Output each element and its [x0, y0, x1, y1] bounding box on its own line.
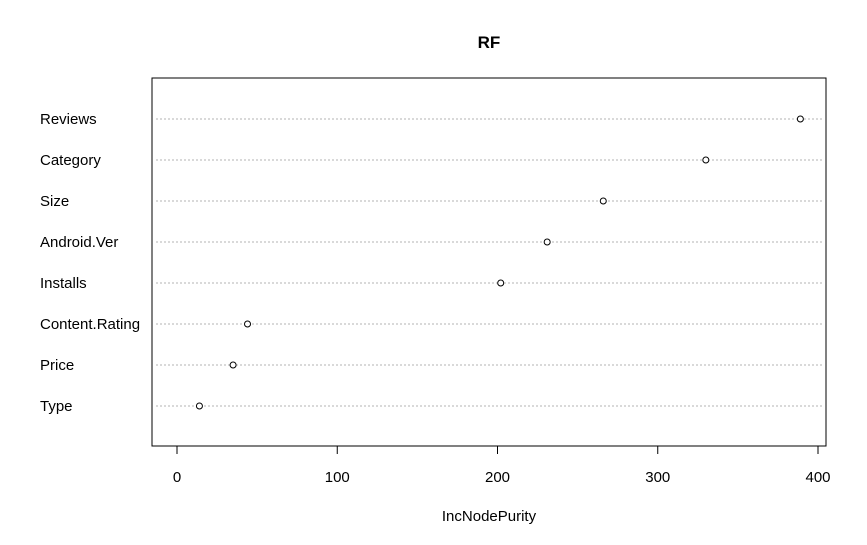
category-label-installs: Installs	[40, 275, 87, 292]
category-label-content-rating: Content.Rating	[40, 316, 140, 333]
data-points	[195, 115, 804, 410]
data-point-size	[599, 197, 607, 205]
category-label-android-ver: Android.Ver	[40, 234, 118, 251]
grid-lines	[156, 118, 824, 407]
category-labels: Reviews Category Size Android.Ver Installs Co…	[40, 111, 140, 415]
x-tick-label-400: 400	[805, 469, 830, 486]
chart-title: RF	[478, 33, 501, 52]
category-label-size: Size	[40, 193, 69, 210]
category-label-type: Type	[40, 398, 73, 415]
x-tick-label-100: 100	[325, 469, 350, 486]
x-tick-label-300: 300	[645, 469, 670, 486]
plot-frame	[151, 77, 827, 447]
data-point-android-ver	[543, 238, 551, 246]
x-axis-label: IncNodePurity	[442, 508, 537, 525]
x-axis: 0 100 200 300 400	[173, 445, 831, 486]
x-tick-label-200: 200	[485, 469, 510, 486]
data-point-price	[229, 361, 237, 369]
data-point-reviews	[796, 115, 804, 123]
x-tick-label-0: 0	[173, 469, 181, 486]
category-label-price: Price	[40, 357, 74, 374]
data-point-type	[195, 402, 203, 410]
data-point-installs	[497, 279, 505, 287]
data-point-category	[702, 156, 710, 164]
data-point-content-rating	[244, 320, 252, 328]
category-label-category: Category	[40, 152, 101, 169]
category-label-reviews: Reviews	[40, 111, 97, 128]
